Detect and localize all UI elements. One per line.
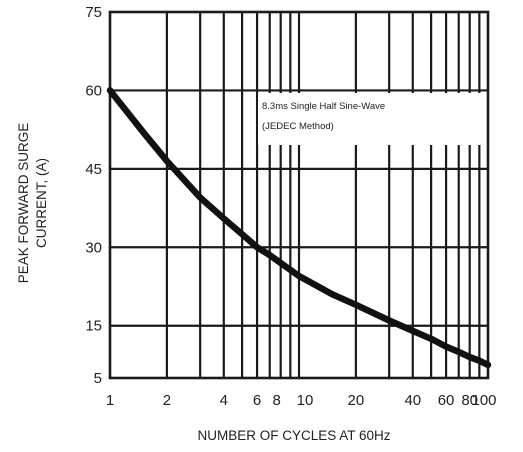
x-tick-label-8: 8 [273,392,281,409]
plot-frame [108,10,490,380]
x-tick-label-100: 100 [471,392,496,409]
x-tick-label-4: 4 [220,392,228,409]
y-tick-label-75: 75 [85,4,102,21]
x-tick-label-60: 60 [438,392,455,409]
x-axis-title: NUMBER OF CYCLES AT 60Hz [197,428,390,443]
y-tick-label-5: 5 [94,370,102,387]
y-axis-title-line-2: CURRENT, (A) [34,158,49,248]
x-tick-label-6: 6 [253,392,261,409]
annotation-line-1: 8.3ms Single Half Sine-Wave [262,101,385,112]
y-tick-label-45: 45 [85,161,102,178]
x-tick-label-2: 2 [163,392,171,409]
y-tick-label-15: 15 [85,318,102,335]
y-tick-label-30: 30 [85,239,102,256]
x-tick-label-20: 20 [348,392,365,409]
annotation-box [258,93,484,145]
annotation-line-2: (JEDEC Method) [262,121,334,132]
x-tick-label-40: 40 [404,392,421,409]
y-tick-label-60: 60 [85,82,102,99]
series-line-1 [106,87,492,369]
y-axis-title-line-1: PEAK FORWARD SURGE [16,123,31,284]
x-tick-label-1: 1 [106,392,114,409]
x-tick-label-80: 80 [461,392,478,409]
x-tick-label-10: 10 [297,392,314,409]
